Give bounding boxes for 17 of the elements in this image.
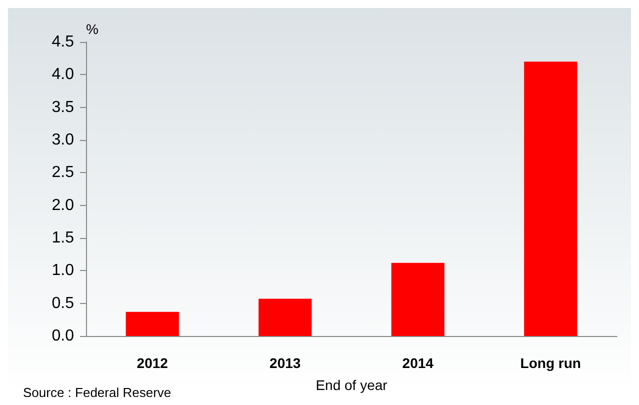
- y-axis-title: %: [86, 21, 98, 37]
- x-axis-title: End of year: [316, 377, 388, 393]
- source-note: Source : Federal Reserve: [23, 385, 172, 400]
- y-tick-label: 4.5: [52, 34, 74, 50]
- y-tick-label: 0.0: [52, 328, 74, 344]
- y-tick-label: 2.0: [52, 196, 74, 214]
- y-tick-label: 1.5: [52, 230, 74, 246]
- y-tick-label: 2.5: [52, 164, 74, 182]
- y-tick-label: 1.0: [52, 262, 74, 280]
- x-tick-label: 2014: [402, 355, 434, 371]
- y-tick-label: 3.0: [52, 132, 74, 148]
- y-tick-label: 4.0: [52, 66, 74, 84]
- x-tick-label: 2013: [270, 355, 301, 371]
- y-tick-label: 3.5: [52, 98, 74, 116]
- y-tick-label: 0.5: [52, 294, 74, 312]
- x-tick-label: 2012: [136, 355, 168, 371]
- x-tick-label: Long run: [520, 355, 581, 371]
